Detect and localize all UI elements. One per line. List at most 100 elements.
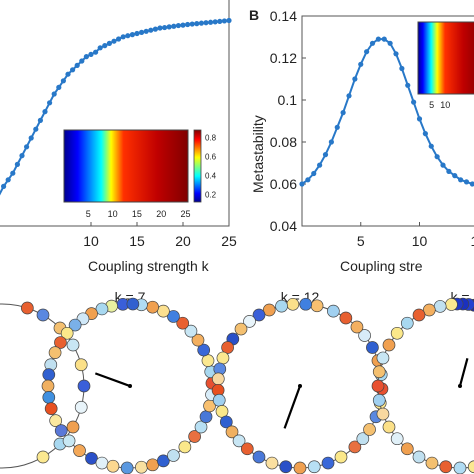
oscillator-dot <box>412 308 426 322</box>
panel-a-inset-x-tick-label: 20 <box>156 209 166 219</box>
oscillator-dot <box>54 424 68 438</box>
oscillator-dot <box>120 461 134 474</box>
oscillator-dot <box>372 365 386 379</box>
oscillator-dot <box>371 379 385 393</box>
oscillator-dot <box>265 456 279 470</box>
panel-a-data-point <box>185 21 191 28</box>
panel-b-y-ticks: 0.04 0.06 0.08 0.1 0.12 0.14 <box>270 8 306 234</box>
oscillator-dot <box>376 407 390 421</box>
oscillator-dot <box>197 343 211 357</box>
panel-b-data-point <box>416 116 423 122</box>
oscillator-dot <box>307 460 321 474</box>
panel-a-data-point <box>28 135 34 141</box>
panel-a-data-point <box>93 49 99 55</box>
oscillator-dot <box>20 301 34 315</box>
oscillator-dot <box>390 326 404 340</box>
oscillator-dot <box>321 456 335 470</box>
oscillator-dot <box>49 414 63 428</box>
oscillator-dot <box>425 456 439 470</box>
oscillator-dot <box>422 303 436 317</box>
panel-a: 10 15 20 25 Coupling strength k 0.80.60.40.… <box>0 0 237 274</box>
panel-a-data-point <box>47 100 53 106</box>
oscillator-dot <box>390 432 404 446</box>
phase-circle-0 <box>0 301 91 469</box>
oscillator-dot <box>221 341 234 354</box>
panel-a-inset-x-tick-label: 15 <box>132 209 142 219</box>
panel-b-inset-x-ticks: 5 10 <box>429 100 450 110</box>
oscillator-dot <box>439 460 453 474</box>
panel-a-data-point <box>157 25 163 31</box>
panel-b-data-point <box>387 40 393 46</box>
oscillator-dot <box>66 338 80 352</box>
panel-b-inset: 5 10 <box>417 21 474 110</box>
panel-b-data-point <box>311 170 317 177</box>
oscillator-dot <box>262 303 276 317</box>
oscillator-dot <box>176 316 190 330</box>
panel-b-data-point <box>317 162 323 168</box>
oscillator-dot <box>74 400 88 414</box>
panel-a-data-point <box>70 67 76 73</box>
oscillator-dot <box>225 425 239 439</box>
panel-a-data-point <box>33 126 39 132</box>
oscillator-dot <box>68 318 82 332</box>
oscillator-dot <box>184 324 198 338</box>
panel-b-data-point <box>364 49 370 55</box>
panel-b-data-point <box>434 154 440 160</box>
oscillator-dot <box>252 450 266 464</box>
panel-a-data-point <box>129 31 135 38</box>
oscillator-dot <box>372 393 386 407</box>
panel-a-inset: 0.8 0.6 0.4 0.2 5 10 15 20 25 <box>63 129 217 219</box>
oscillator-dot <box>66 420 80 434</box>
panel-a-data-point <box>162 24 168 31</box>
oscillator-dot <box>188 430 201 443</box>
oscillator-dot <box>77 379 91 393</box>
panel-a-inset-x-tick-label: 10 <box>108 209 118 219</box>
panel-a-data-point <box>74 62 80 68</box>
panel-b-x-tick-label: 10 <box>412 233 428 249</box>
oscillator-dot <box>412 450 426 464</box>
oscillator-dot <box>363 423 376 436</box>
panel-a-data-point <box>208 19 214 25</box>
panel-a-data-point <box>203 20 209 26</box>
panel-a-colorbar-tick-label: 0.6 <box>205 153 217 162</box>
panel-b-ylabel: Metastability <box>250 115 266 193</box>
panel-b-x-tick-label: 5 <box>357 233 365 249</box>
panel-a-data-point <box>14 161 20 167</box>
oscillator-dot <box>60 326 74 340</box>
panel-a-x-tick-label: 25 <box>221 233 237 249</box>
panel-b-data-point <box>469 181 474 187</box>
panel-a-colorbar-tick-label: 0.2 <box>205 190 217 199</box>
panel-a-colorbar-ticks: 0.8 0.6 0.4 0.2 <box>205 134 217 200</box>
panel-a-data-point <box>198 20 204 26</box>
panel-b-data-point <box>381 36 387 42</box>
panel-a-x-ticks: 10 15 20 25 <box>83 222 237 249</box>
panel-b-data-point <box>352 76 358 82</box>
oscillator-dot <box>279 460 293 474</box>
panel-b-data-point <box>458 177 464 183</box>
oscillator-dot <box>74 358 88 372</box>
oscillator-dot <box>106 459 120 473</box>
circle-center-dot <box>298 384 302 388</box>
oscillator-dot <box>234 322 248 336</box>
phase-circle-3: k = <box>371 289 474 474</box>
panel-b-x-tick-label: 15 <box>470 233 474 249</box>
panel-b-data-point <box>422 131 428 137</box>
panel-b-inset-x-tick-label: 5 <box>429 100 434 110</box>
panel-a-data-point <box>166 24 172 30</box>
oscillator-dot <box>157 304 170 318</box>
oscillator-dot <box>126 297 140 311</box>
oscillator-dot <box>400 442 414 456</box>
panel-b-data-point <box>340 110 346 116</box>
panel-a-data-point <box>134 30 140 37</box>
oscillator-dot <box>212 393 226 407</box>
panel-b-y-tick-label: 0.14 <box>270 8 297 24</box>
panel-b-x-ticks: 5 10 15 <box>357 222 474 249</box>
panel-b-data-point <box>440 162 446 168</box>
panel-b-data-point <box>369 40 376 46</box>
phase-circle-1: k = 7 <box>41 289 219 474</box>
panel-a-data-point <box>56 84 62 90</box>
oscillator-dot <box>327 304 340 318</box>
panel-a-inset-colorbar <box>193 129 202 203</box>
